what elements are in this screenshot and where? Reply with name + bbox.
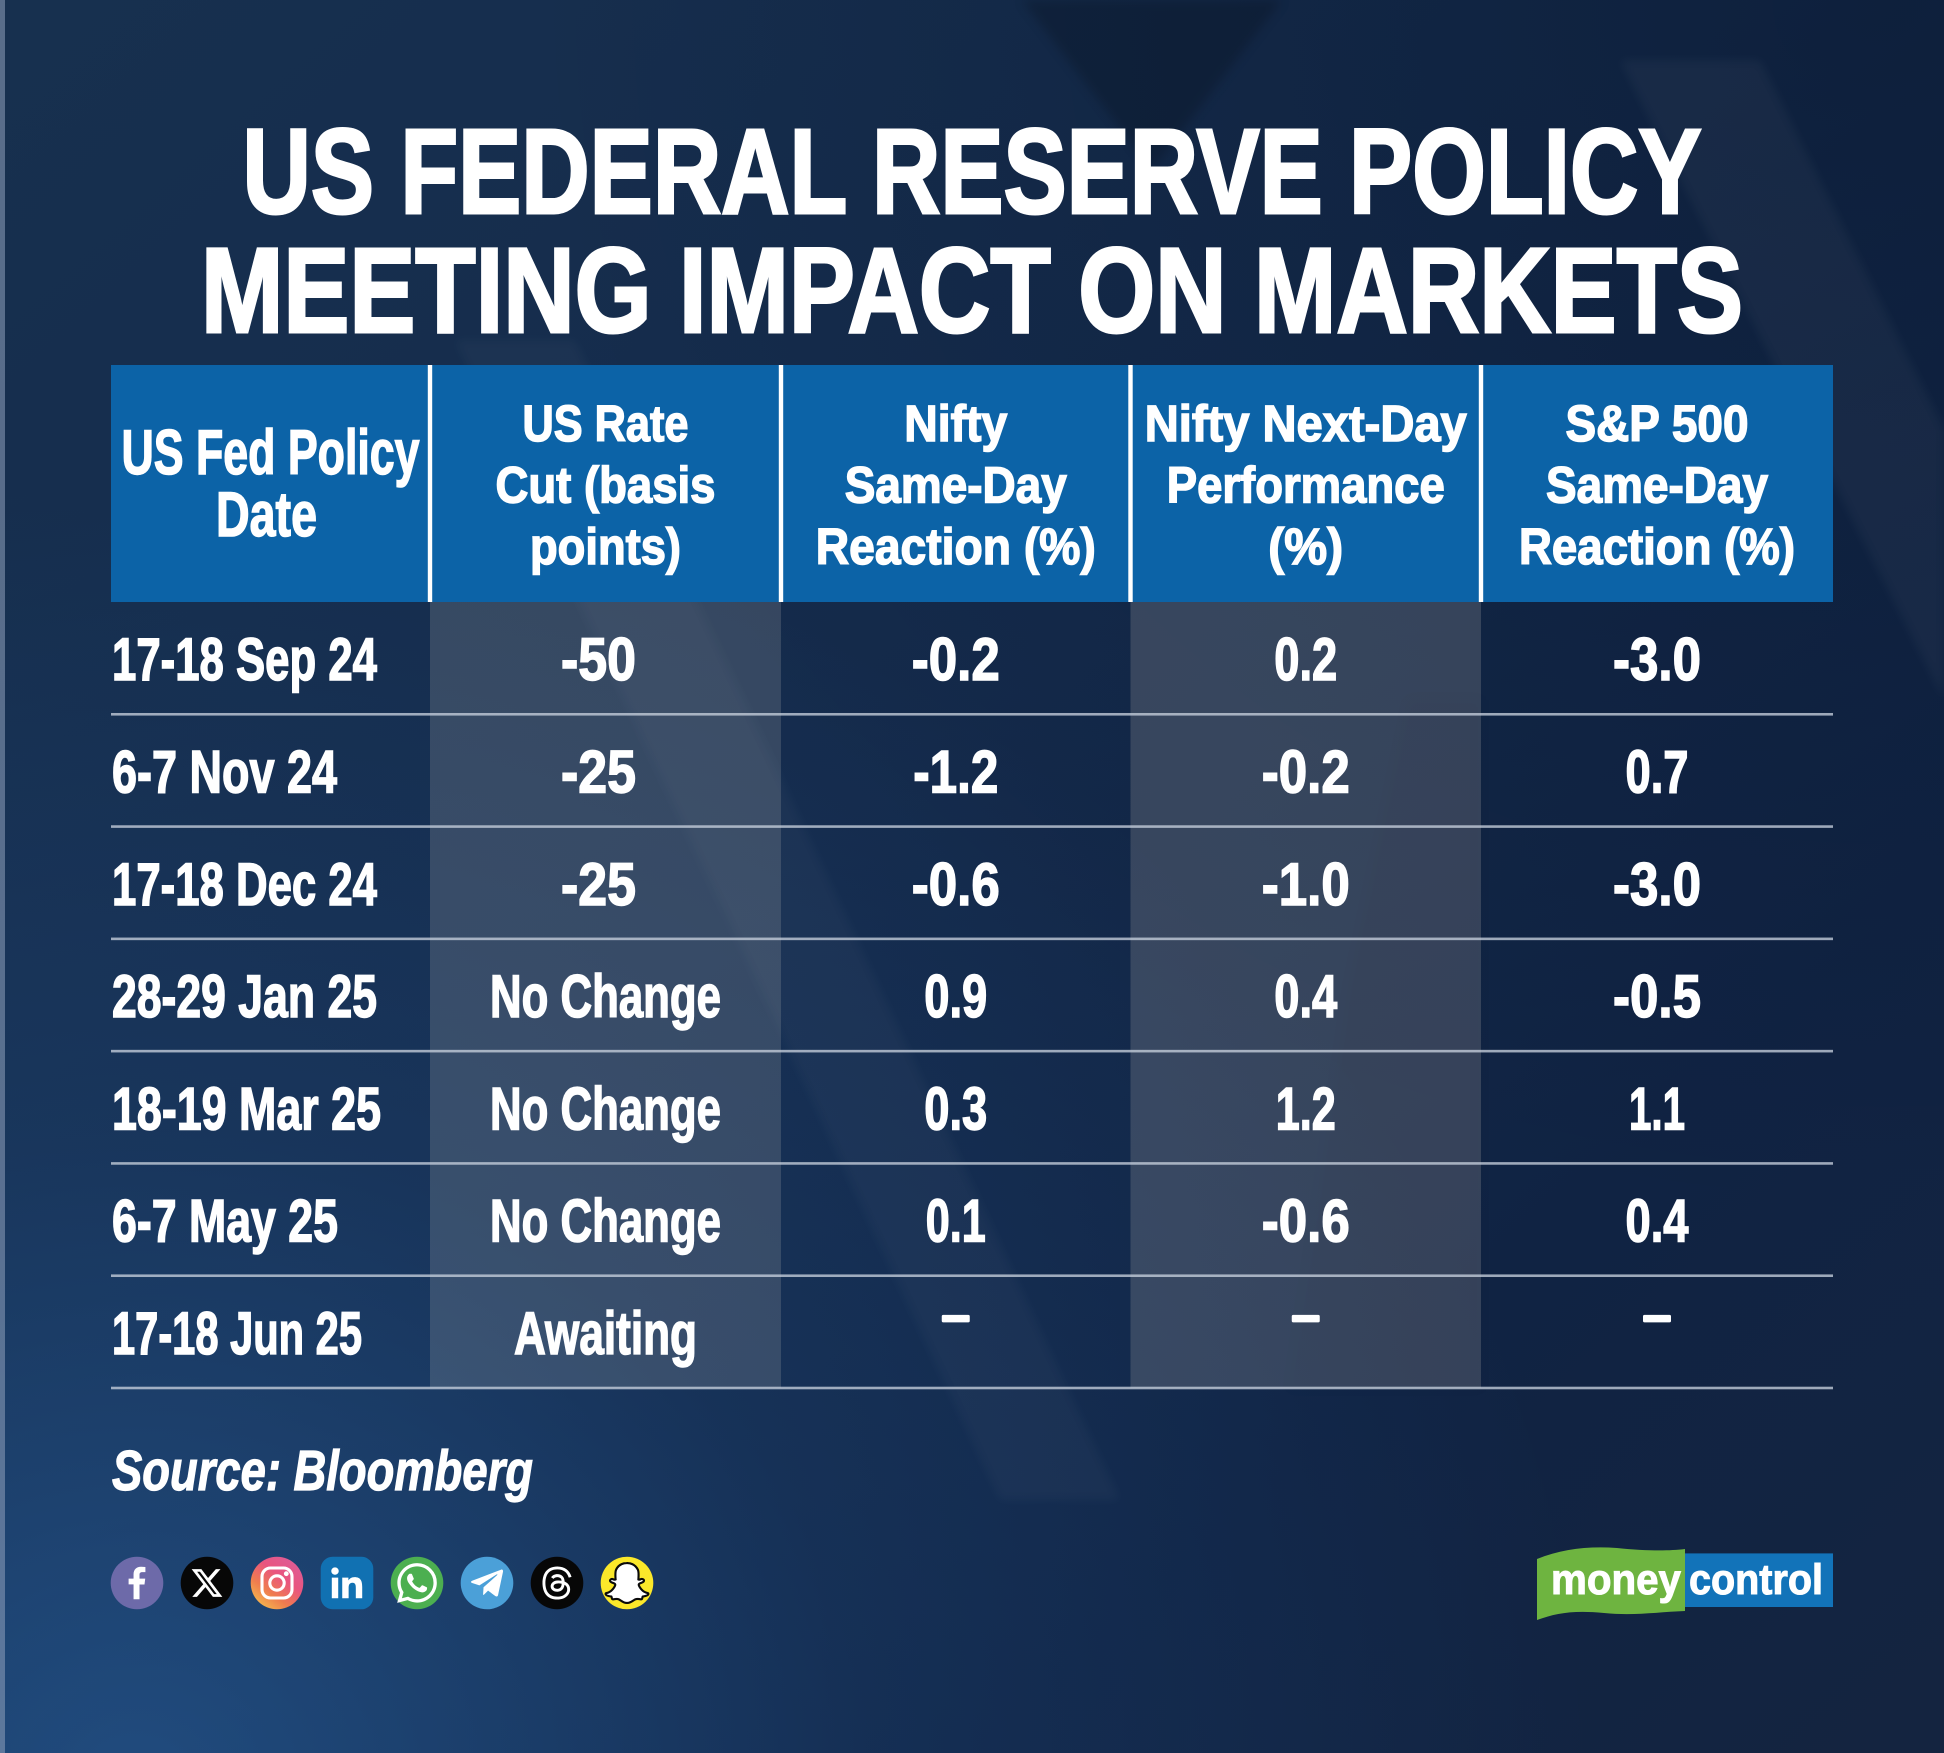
svg-text:-3.0: -3.0	[1613, 626, 1701, 693]
svg-text:0.1: 0.1	[926, 1188, 986, 1255]
svg-text:-0.2: -0.2	[912, 626, 1000, 693]
svg-text:Reaction (%): Reaction (%)	[816, 518, 1096, 575]
svg-text:No Change: No Change	[490, 1188, 721, 1255]
svg-text:-0.6: -0.6	[912, 851, 1000, 918]
svg-text:No Change: No Change	[490, 963, 721, 1030]
svg-text:-0.5: -0.5	[1613, 963, 1701, 1030]
svg-text:17-18 Dec 24: 17-18 Dec 24	[112, 851, 377, 918]
svg-text:-3.0: -3.0	[1613, 851, 1701, 918]
svg-text:Nifty: Nifty	[904, 395, 1008, 452]
svg-text:17-18 Sep 24: 17-18 Sep 24	[112, 626, 377, 693]
svg-text:Awaiting: Awaiting	[514, 1300, 697, 1367]
svg-text:control: control	[1689, 1556, 1823, 1604]
svg-text:0.4: 0.4	[1274, 963, 1337, 1030]
svg-text:Cut (basis: Cut (basis	[496, 457, 716, 514]
svg-text:0.2: 0.2	[1274, 626, 1337, 693]
svg-text:0.4: 0.4	[1626, 1188, 1689, 1255]
svg-text:-50: -50	[561, 626, 636, 693]
svg-text:-1.0: -1.0	[1262, 851, 1350, 918]
svg-text:0.9: 0.9	[924, 963, 987, 1030]
svg-text:No Change: No Change	[490, 1075, 721, 1142]
svg-text:Same-Day: Same-Day	[1546, 457, 1769, 514]
svg-text:Reaction (%): Reaction (%)	[1519, 518, 1795, 575]
svg-text:S&P 500: S&P 500	[1566, 395, 1749, 452]
svg-text:US FEDERAL RESERVE POLICY: US FEDERAL RESERVE POLICY	[243, 103, 1702, 239]
svg-text:US Rate: US Rate	[523, 395, 689, 452]
svg-text:6-7 Nov 24: 6-7 Nov 24	[112, 738, 337, 805]
svg-text:1.2: 1.2	[1276, 1075, 1336, 1142]
svg-text:money: money	[1551, 1556, 1681, 1604]
svg-text:(%): (%)	[1268, 518, 1343, 575]
svg-text:Date: Date	[216, 480, 317, 550]
svg-text:Same-Day: Same-Day	[845, 457, 1068, 514]
svg-text:-25: -25	[561, 738, 636, 805]
svg-text:18-19 Mar 25: 18-19 Mar 25	[112, 1075, 381, 1142]
svg-text:17-18 Jun 25: 17-18 Jun 25	[112, 1300, 362, 1367]
svg-text:MEETING IMPACT ON MARKETS: MEETING IMPACT ON MARKETS	[201, 222, 1743, 358]
svg-text:0.7: 0.7	[1626, 738, 1689, 805]
svg-text:0.3: 0.3	[924, 1075, 987, 1142]
svg-text:-0.6: -0.6	[1262, 1188, 1350, 1255]
svg-text:Source: Bloomberg: Source: Bloomberg	[112, 1439, 533, 1503]
svg-text:Performance: Performance	[1167, 457, 1445, 514]
svg-text:1.1: 1.1	[1629, 1075, 1685, 1142]
svg-text:-25: -25	[561, 851, 636, 918]
svg-text:points): points)	[530, 518, 681, 575]
svg-text:-0.2: -0.2	[1262, 738, 1350, 805]
svg-text:-1.2: -1.2	[913, 738, 998, 805]
svg-text:US Fed Policy: US Fed Policy	[122, 418, 420, 488]
svg-text:Nifty Next-Day: Nifty Next-Day	[1145, 395, 1468, 452]
svg-text:28-29 Jan 25: 28-29 Jan 25	[112, 963, 377, 1030]
svg-text:6-7 May 25: 6-7 May 25	[112, 1188, 338, 1255]
